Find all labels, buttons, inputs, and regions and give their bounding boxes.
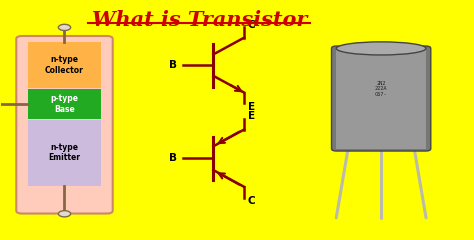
Circle shape [58, 24, 71, 30]
Text: B: B [169, 60, 177, 70]
Circle shape [58, 211, 71, 217]
Bar [27, 89, 101, 119]
Text: What is Transistor: What is Transistor [91, 10, 307, 30]
Bar [27, 42, 101, 88]
Ellipse shape [336, 42, 426, 55]
Text: p-type
Base: p-type Base [51, 94, 79, 114]
Text: n-type
Collector: n-type Collector [45, 55, 84, 75]
Bar [336, 48, 426, 149]
Text: E: E [247, 102, 255, 112]
FancyBboxPatch shape [16, 36, 113, 214]
Text: 2N2
222A
C67-: 2N2 222A C67- [375, 81, 387, 97]
Text: B: B [169, 153, 177, 163]
FancyBboxPatch shape [331, 46, 431, 151]
Bar [27, 120, 101, 186]
Text: C: C [247, 19, 255, 30]
Text: n-type
Emitter: n-type Emitter [48, 143, 81, 162]
Text: E: E [247, 111, 255, 121]
Text: C: C [247, 196, 255, 206]
